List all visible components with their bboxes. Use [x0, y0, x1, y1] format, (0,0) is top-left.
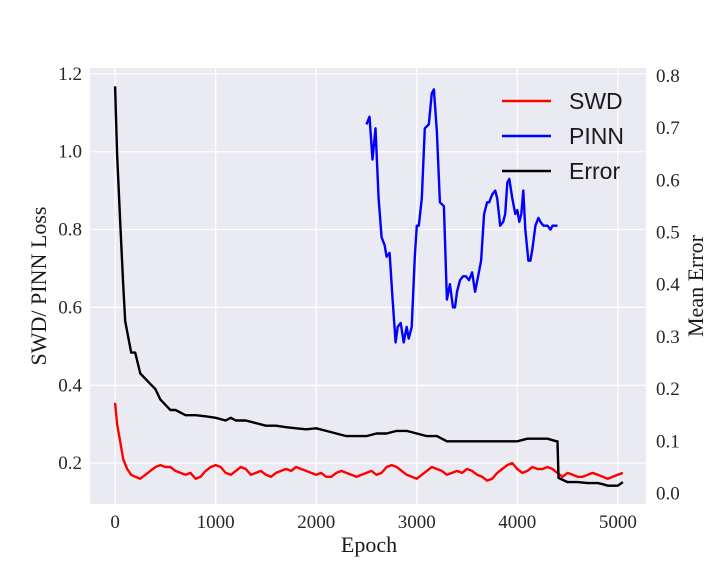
y-axis-left: 0.2 0.4 0.6 0.8 1.0 1.2 — [58, 64, 82, 474]
y-tick-label: 1.2 — [58, 64, 82, 85]
legend-label-error: Error — [569, 158, 620, 184]
x-tick-label: 1000 — [197, 512, 235, 533]
series-line-error — [113, 86, 624, 487]
x-axis: 0 1000 2000 3000 4000 5000 — [110, 512, 636, 533]
y-tick-label: 0.2 — [58, 453, 82, 474]
y-tick-label: 0.8 — [58, 220, 82, 241]
series-line-pinn — [365, 88, 558, 344]
series-layer — [113, 86, 624, 487]
y2-tick-label: 0.8 — [656, 66, 680, 87]
grid-lines — [90, 68, 646, 504]
x-tick-label: 4000 — [498, 512, 536, 533]
y2-tick-label: 0.0 — [656, 484, 680, 505]
y2-tick-label: 0.6 — [656, 170, 680, 191]
x-tick-label: 0 — [110, 512, 120, 533]
plot-background — [90, 68, 646, 504]
y-axis-right: 0.0 0.1 0.2 0.3 0.4 0.5 0.6 0.7 0.8 — [656, 66, 680, 505]
legend: SWD PINN Error — [502, 88, 624, 184]
y-tick-label: 0.4 — [58, 375, 82, 396]
x-axis-title: Epoch — [341, 532, 397, 557]
y2-tick-label: 0.2 — [656, 379, 680, 400]
y2-tick-label: 0.3 — [656, 327, 680, 348]
x-tick-label: 3000 — [398, 512, 436, 533]
y-tick-label: 0.6 — [58, 297, 82, 318]
y2-tick-label: 0.1 — [656, 431, 680, 452]
y-tick-label: 1.0 — [58, 142, 82, 163]
y2-tick-label: 0.5 — [656, 222, 680, 243]
legend-label-swd: SWD — [569, 88, 623, 114]
x-tick-label: 2000 — [297, 512, 335, 533]
y2-axis-title: Mean Error — [683, 234, 708, 337]
series-line-swd — [113, 402, 624, 482]
x-tick-label: 5000 — [599, 512, 637, 533]
y-axis-title: SWD/ PINN Loss — [26, 207, 51, 366]
legend-label-pinn: PINN — [569, 123, 624, 149]
y2-tick-label: 0.4 — [656, 275, 680, 296]
y2-tick-label: 0.7 — [656, 118, 680, 139]
